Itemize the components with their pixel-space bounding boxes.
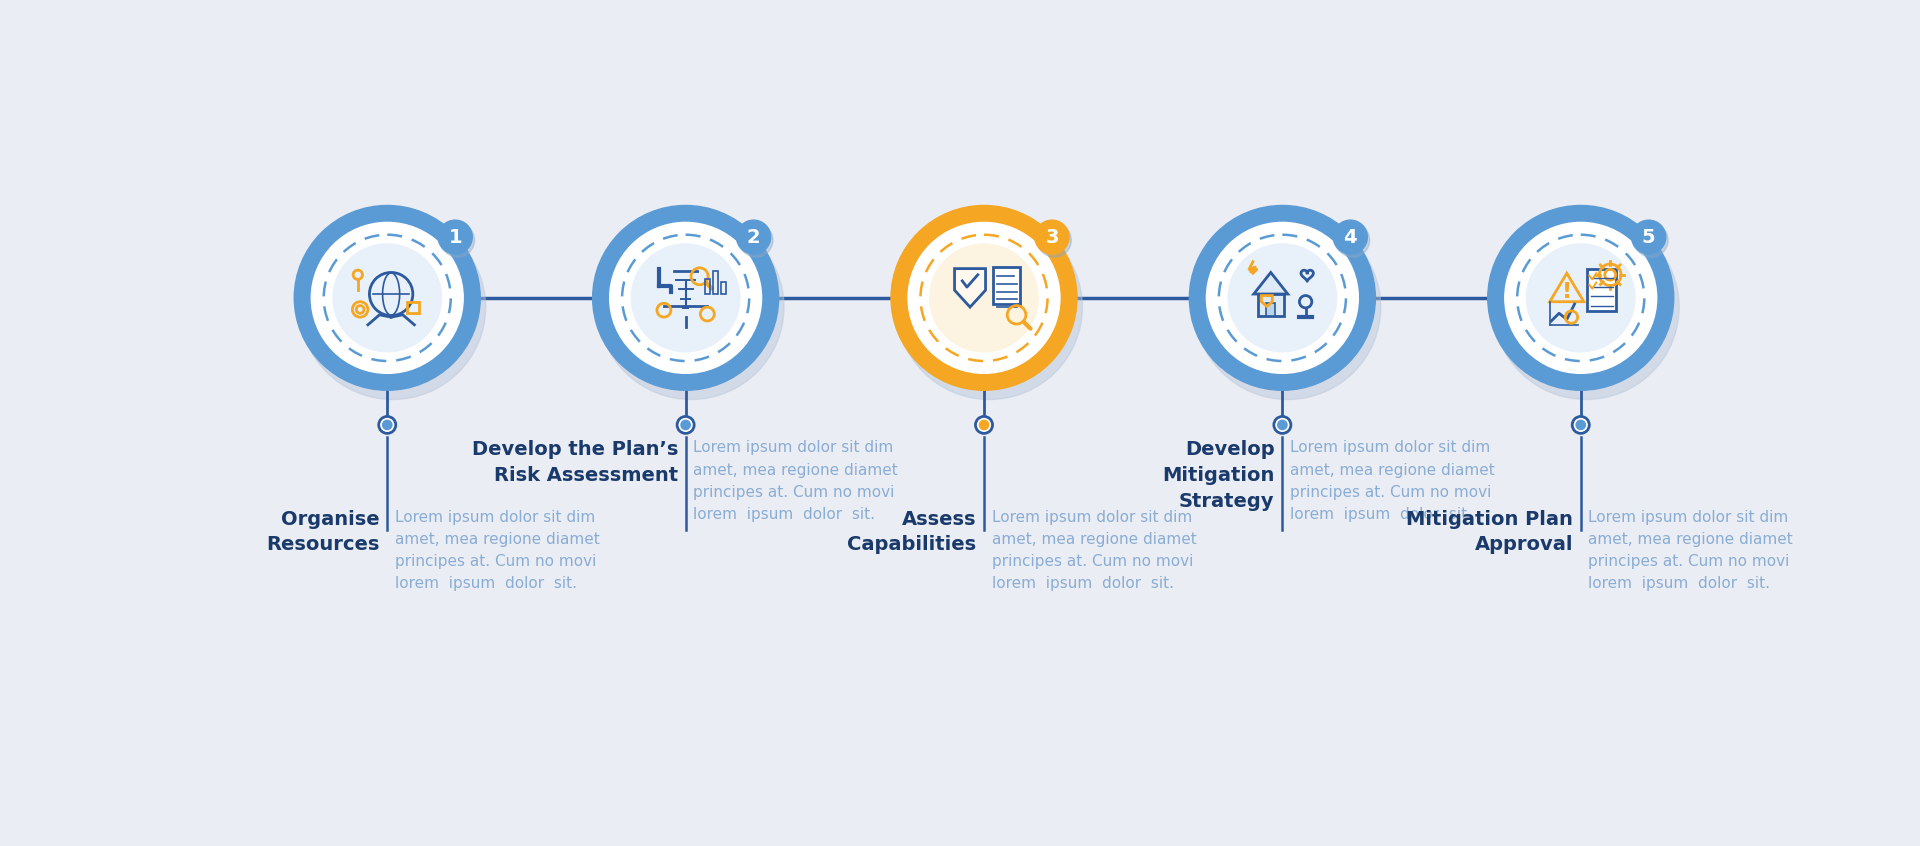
Circle shape [382, 420, 392, 430]
Circle shape [1526, 244, 1636, 352]
Polygon shape [954, 269, 985, 307]
Bar [240, 132, 1728, 135]
Circle shape [1332, 220, 1367, 254]
Circle shape [632, 244, 739, 352]
Bar [240, 139, 1728, 141]
Circle shape [378, 416, 396, 433]
Bar [240, 114, 1728, 117]
Circle shape [1488, 206, 1674, 390]
Circle shape [678, 416, 695, 433]
Circle shape [593, 206, 780, 390]
Bar [240, 126, 1728, 129]
Bar [720, 283, 726, 294]
Bar [240, 141, 1728, 145]
Bar [240, 129, 1728, 132]
Bar [240, 105, 1728, 107]
Bar [240, 111, 1728, 114]
Circle shape [908, 222, 1060, 373]
Text: 3: 3 [1044, 228, 1058, 246]
Bar [240, 151, 1728, 154]
Bar [240, 102, 1728, 105]
Circle shape [300, 215, 486, 399]
Circle shape [1035, 220, 1069, 254]
Circle shape [897, 215, 1083, 399]
Circle shape [1206, 222, 1357, 373]
Circle shape [597, 215, 783, 399]
Polygon shape [1254, 272, 1288, 294]
Circle shape [1634, 223, 1668, 257]
Bar [240, 120, 1728, 123]
Circle shape [1229, 244, 1336, 352]
Circle shape [1336, 223, 1369, 257]
Text: Lorem ipsum dolor sit dim
amet, mea regione diamet
principes at. Cum no movi
lor: Lorem ipsum dolor sit dim amet, mea regi… [993, 509, 1196, 591]
Text: Mitigation Plan
Approval: Mitigation Plan Approval [1405, 509, 1572, 554]
Bar [407, 302, 419, 312]
Circle shape [1273, 416, 1290, 433]
Bar [705, 278, 710, 294]
Text: 1: 1 [449, 228, 463, 246]
FancyBboxPatch shape [240, 102, 1728, 753]
Circle shape [1037, 223, 1071, 257]
Circle shape [1505, 222, 1657, 373]
Text: 2: 2 [747, 228, 760, 246]
Bar [1588, 269, 1617, 311]
Bar [240, 135, 1728, 139]
Text: Lorem ipsum dolor sit dim
amet, mea regione diamet
principes at. Cum no movi
lor: Lorem ipsum dolor sit dim amet, mea regi… [1290, 440, 1496, 522]
Text: Lorem ipsum dolor sit dim
amet, mea regione diamet
principes at. Cum no movi
lor: Lorem ipsum dolor sit dim amet, mea regi… [693, 440, 899, 522]
Text: 4: 4 [1344, 228, 1357, 246]
Circle shape [1194, 215, 1380, 399]
Text: Organise
Resources: Organise Resources [267, 509, 380, 554]
Text: Develop
Mitigation
Strategy: Develop Mitigation Strategy [1162, 440, 1275, 511]
Bar [1265, 303, 1275, 316]
Circle shape [440, 223, 474, 257]
Text: Lorem ipsum dolor sit dim
amet, mea regione diamet
principes at. Cum no movi
lor: Lorem ipsum dolor sit dim amet, mea regi… [1588, 509, 1793, 591]
Circle shape [739, 223, 774, 257]
Circle shape [1277, 420, 1286, 430]
Circle shape [438, 220, 472, 254]
Circle shape [979, 420, 989, 430]
Circle shape [1572, 416, 1590, 433]
Bar [240, 157, 1728, 160]
Circle shape [311, 222, 463, 373]
FancyBboxPatch shape [993, 267, 1020, 304]
Bar [1258, 294, 1284, 316]
Circle shape [975, 416, 993, 433]
Text: !: ! [1561, 282, 1572, 302]
Circle shape [1632, 220, 1667, 254]
Text: Develop the Plan’s
Risk Assessment: Develop the Plan’s Risk Assessment [472, 440, 678, 485]
Bar [240, 117, 1728, 120]
Bar [240, 107, 1728, 111]
Circle shape [1494, 215, 1680, 399]
Bar [240, 154, 1728, 157]
Circle shape [929, 244, 1039, 352]
Bar [240, 148, 1728, 151]
Circle shape [1188, 206, 1375, 390]
Circle shape [682, 420, 691, 430]
Bar [240, 160, 1728, 163]
Bar [240, 145, 1728, 148]
Circle shape [737, 220, 770, 254]
Circle shape [332, 244, 442, 352]
Circle shape [891, 206, 1077, 390]
Circle shape [1576, 420, 1586, 430]
Text: 5: 5 [1642, 228, 1655, 246]
Bar [712, 271, 718, 294]
Circle shape [611, 222, 762, 373]
Circle shape [294, 206, 480, 390]
Text: Assess
Capabilities: Assess Capabilities [847, 509, 975, 554]
Bar [240, 123, 1728, 126]
Text: Lorem ipsum dolor sit dim
amet, mea regione diamet
principes at. Cum no movi
lor: Lorem ipsum dolor sit dim amet, mea regi… [396, 509, 599, 591]
